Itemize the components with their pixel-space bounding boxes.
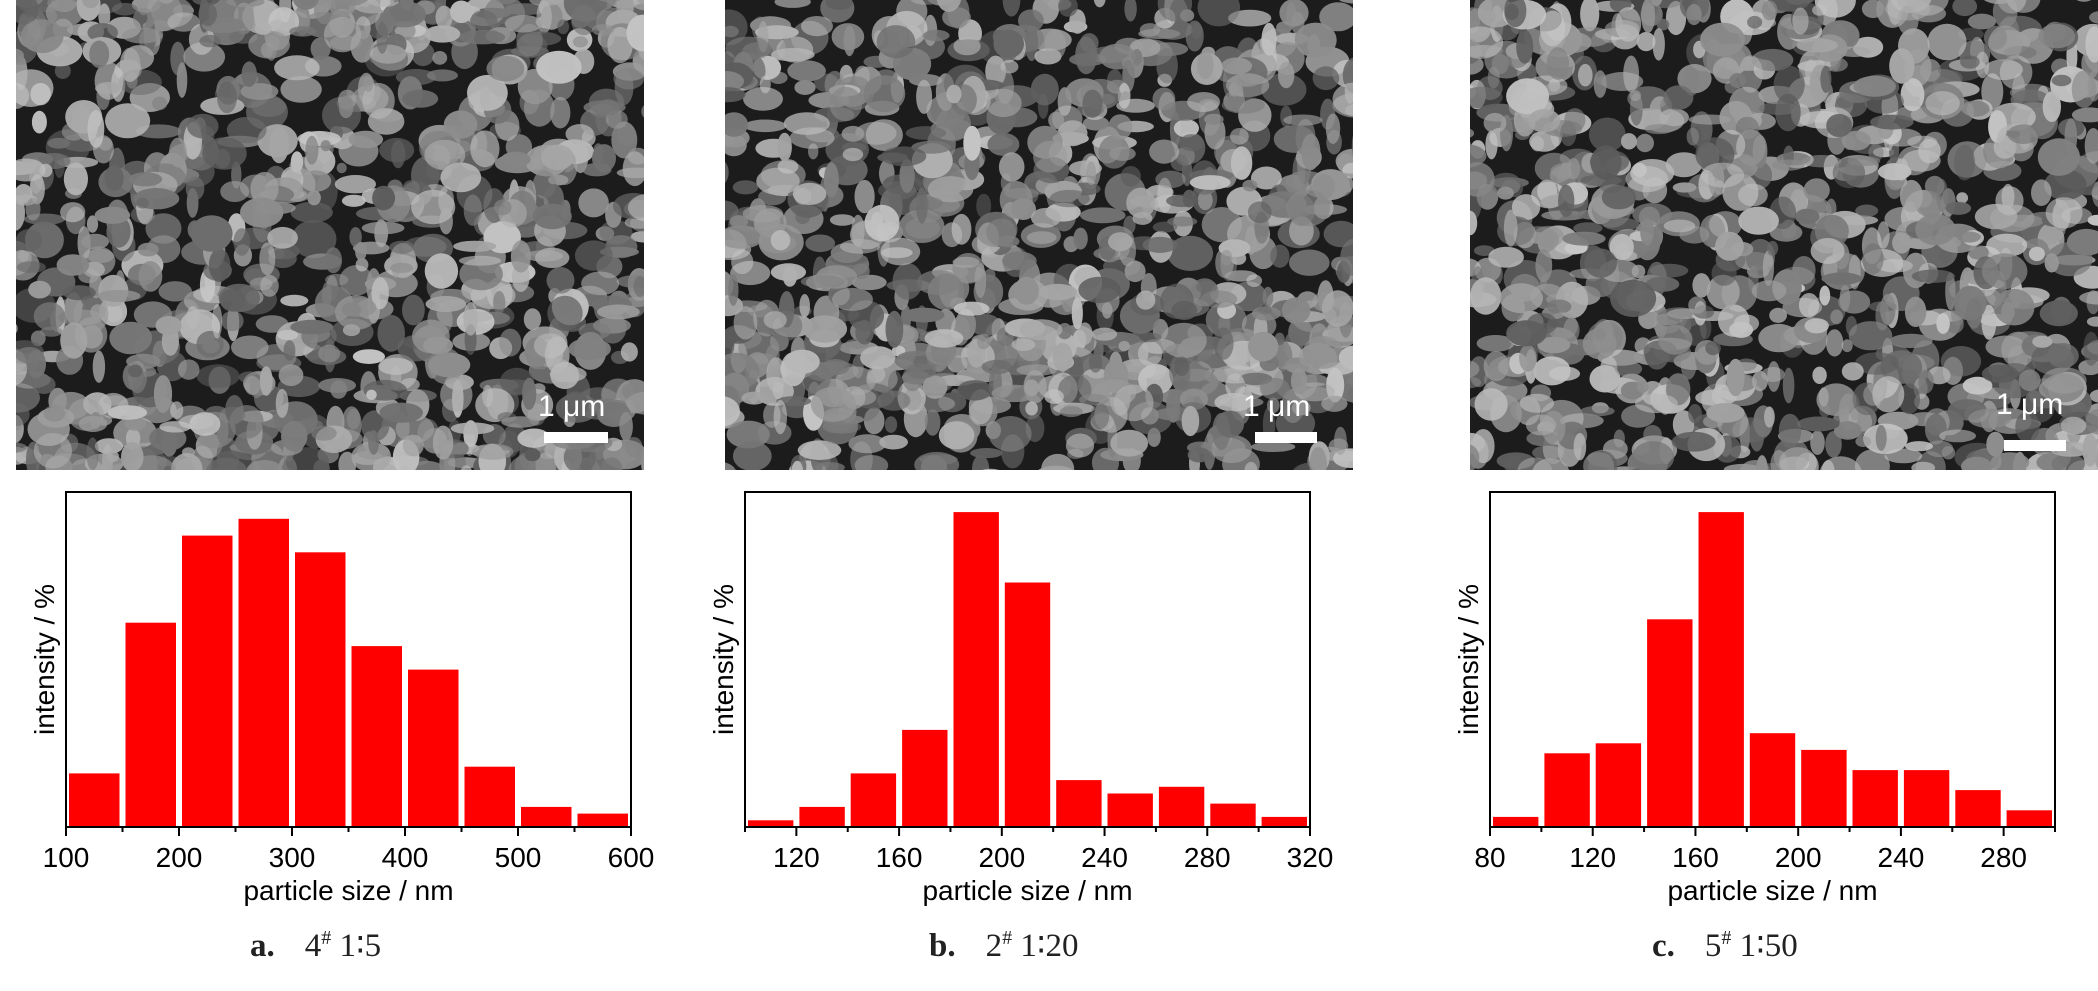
x-tick-label: 400	[382, 842, 429, 873]
histogram-bar	[1698, 512, 1744, 827]
x-tick-label: 160	[1672, 842, 1719, 873]
sem-micrograph-b	[725, 0, 1353, 470]
histogram-a: 100 200 300 400 500 600 particle size / nm inte…	[29, 491, 655, 906]
histogram-bar	[408, 669, 459, 827]
x-tick-label: 320	[1287, 842, 1334, 873]
y-axis-label: intensity / %	[29, 584, 60, 735]
histogram-bar	[1493, 816, 1539, 827]
x-tick-label: 200	[156, 842, 203, 873]
caption-sample: 2	[985, 928, 1003, 964]
histogram-bar	[1903, 770, 1950, 827]
scale-bar-label: 1 μm	[1243, 390, 1311, 423]
caption-a: a. 4# 1∶5	[250, 925, 381, 965]
x-tick-label: 200	[978, 842, 1025, 873]
histogram-bar	[1004, 582, 1051, 827]
x-tick-label: 280	[1184, 842, 1231, 873]
histogram-bar	[1158, 786, 1205, 827]
sem-image-a: 1 μm	[16, 0, 644, 470]
x-tick-label: 120	[1569, 842, 1616, 873]
caption-ratio: 1∶50	[1739, 928, 1798, 964]
histogram-bar	[125, 622, 176, 827]
plot-frame	[1489, 491, 2056, 828]
histogram-bar	[69, 773, 120, 827]
caption-letter: b.	[929, 928, 956, 964]
caption-mark: #	[321, 927, 332, 949]
histogram-bar	[902, 729, 948, 827]
histogram-bar	[1647, 619, 1693, 827]
scale-bar-label: 1 μm	[538, 390, 606, 423]
histogram-bar	[850, 773, 897, 827]
histogram-bar	[295, 552, 346, 827]
x-tick-label: 300	[269, 842, 316, 873]
x-axis-label: particle size / nm	[922, 875, 1132, 906]
histogram-bar	[351, 646, 402, 827]
histogram-bar	[1544, 753, 1590, 827]
panel-c: 1 μm 80 120 160 200 240 280 particle size / nm…	[1453, 0, 2098, 991]
x-tick-label: 280	[1980, 842, 2027, 873]
sem-micrograph-c	[1470, 0, 2098, 470]
histogram-c: 80 120 160 200 240 280 particle size / nm inten…	[1453, 491, 2056, 906]
panel-a: 1 μm 100 200 300 400 500 600 particle size / n…	[16, 0, 656, 991]
histogram-bar	[1852, 770, 1898, 827]
histogram-bar	[1107, 793, 1153, 827]
histogram-bar	[1749, 733, 1796, 827]
histogram-bar	[521, 806, 572, 827]
caption-ratio: 1∶20	[1020, 928, 1079, 964]
x-tick-label: 240	[1081, 842, 1128, 873]
caption-letter: c.	[1652, 928, 1675, 964]
y-axis-label: intensity / %	[1453, 584, 1484, 735]
histogram-bar	[182, 535, 233, 827]
caption-c: c. 5# 1∶50	[1652, 925, 1798, 965]
sem-image-b: 1 μm	[725, 0, 1353, 470]
histogram-bar	[2006, 810, 2052, 828]
histogram-bar	[238, 518, 289, 827]
caption-letter: a.	[250, 928, 275, 964]
sem-image-c: 1 μm	[1470, 0, 2098, 470]
histogram-bar	[577, 813, 628, 827]
scale-bar	[1255, 432, 1317, 443]
x-axis-label: particle size / nm	[243, 875, 453, 906]
histogram-bar	[1955, 790, 2001, 827]
y-axis-label: intensity / %	[708, 584, 739, 735]
x-tick-label: 600	[608, 842, 655, 873]
histogram-b: 120 160 200 240 280 320 particle size / nm inte…	[708, 491, 1334, 906]
sem-micrograph-a	[16, 0, 644, 470]
histogram-bar	[464, 766, 515, 827]
caption-mark: #	[1721, 927, 1732, 949]
histogram-bar	[799, 806, 845, 827]
caption-ratio: 1∶5	[339, 928, 382, 964]
x-tick-label: 160	[876, 842, 923, 873]
scale-bar	[544, 432, 608, 443]
x-tick-label: 100	[43, 842, 90, 873]
scale-bar	[2004, 440, 2066, 451]
histogram-bar	[748, 820, 794, 827]
caption-sample: 4	[304, 928, 322, 964]
x-tick-label: 80	[1474, 842, 1505, 873]
histogram-bar	[953, 512, 999, 827]
histogram-bar	[1801, 749, 1847, 827]
caption-sample: 5	[1704, 928, 1722, 964]
x-tick-label: 240	[1878, 842, 1925, 873]
x-axis-label: particle size / nm	[1667, 875, 1877, 906]
x-tick-label: 120	[773, 842, 820, 873]
histogram-bar	[1210, 803, 1256, 827]
caption-mark: #	[1002, 927, 1013, 949]
x-tick-label: 500	[495, 842, 542, 873]
plot-frame	[744, 491, 1311, 828]
panel-b: 1 μm 120 160 200 240 280 320 particle size / n…	[708, 0, 1365, 991]
histogram-bar	[1595, 743, 1642, 828]
histogram-bar	[1261, 816, 1307, 827]
x-tick-label: 200	[1775, 842, 1822, 873]
histogram-bar	[1056, 780, 1102, 827]
scale-bar-label: 1 μm	[1996, 388, 2064, 421]
caption-b: b. 2# 1∶20	[929, 925, 1078, 965]
